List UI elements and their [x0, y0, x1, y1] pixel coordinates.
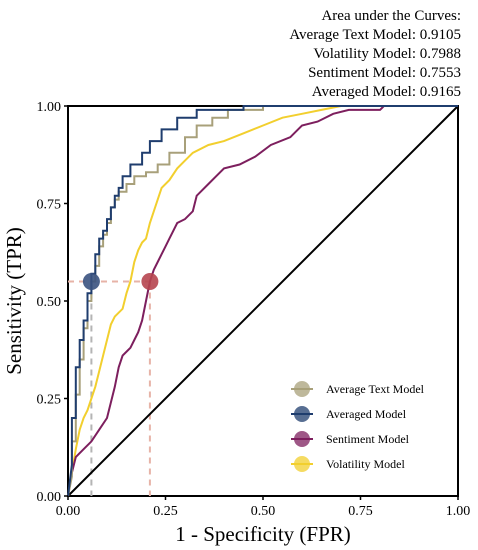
auc-volatility-model: Volatility Model: 0.7988 [313, 46, 461, 62]
operating-point-guides [68, 280, 151, 496]
legend-label-averaged: Averaged Model [326, 407, 407, 421]
x-axis-ticks: 0.00 0.25 0.50 0.75 1.00 [56, 496, 471, 519]
operating-point-marker-1 [82, 273, 100, 290]
legend: Average Text Model Averaged Model Sentimen… [291, 381, 425, 472]
legend-label-average-text: Average Text Model [326, 382, 425, 396]
roc-curve-sentiment [67, 105, 458, 497]
y-tick-label: 0.25 [37, 393, 62, 408]
auc-summary: Area under the Curves: Average Text Mode… [289, 8, 461, 100]
x-tick-label: 0.50 [251, 504, 276, 519]
operating-point-marker-2 [141, 273, 159, 290]
y-tick-label: 1.00 [37, 100, 62, 115]
x-tick-label: 0.25 [153, 504, 178, 519]
legend-label-volatility: Volatility Model [326, 457, 405, 471]
auc-title: Area under the Curves: [321, 8, 461, 24]
operating-point-markers [82, 273, 159, 290]
roc-curve-averaged [67, 105, 458, 497]
legend-swatch-marker-volatility [294, 456, 310, 472]
legend-swatch-marker-average-text [294, 381, 310, 397]
y-tick-label: 0.00 [37, 490, 62, 505]
x-tick-label: 0.00 [56, 504, 81, 519]
auc-sentiment-model: Sentiment Model: 0.7553 [308, 65, 461, 81]
x-tick-label: 0.75 [348, 504, 373, 519]
legend-label-sentiment: Sentiment Model [326, 432, 410, 446]
chance-diagonal [67, 105, 459, 497]
x-axis-title: 1 - Specificity (FPR) [175, 522, 351, 546]
auc-averaged-model: Averaged Model: 0.9165 [312, 84, 461, 100]
roc-curve-volatility [67, 105, 458, 497]
y-tick-label: 0.50 [37, 295, 62, 310]
legend-swatch-marker-averaged [294, 406, 310, 422]
y-tick-label: 0.75 [37, 198, 62, 213]
legend-swatch-marker-sentiment [294, 431, 310, 447]
x-tick-label: 1.00 [446, 504, 471, 519]
y-axis-title: Sensitivity (TPR) [2, 227, 26, 375]
roc-curves [67, 105, 458, 497]
y-axis-ticks: 0.00 0.25 0.50 0.75 1.00 [37, 100, 68, 505]
auc-average-text-model: Average Text Model: 0.9105 [289, 27, 461, 43]
